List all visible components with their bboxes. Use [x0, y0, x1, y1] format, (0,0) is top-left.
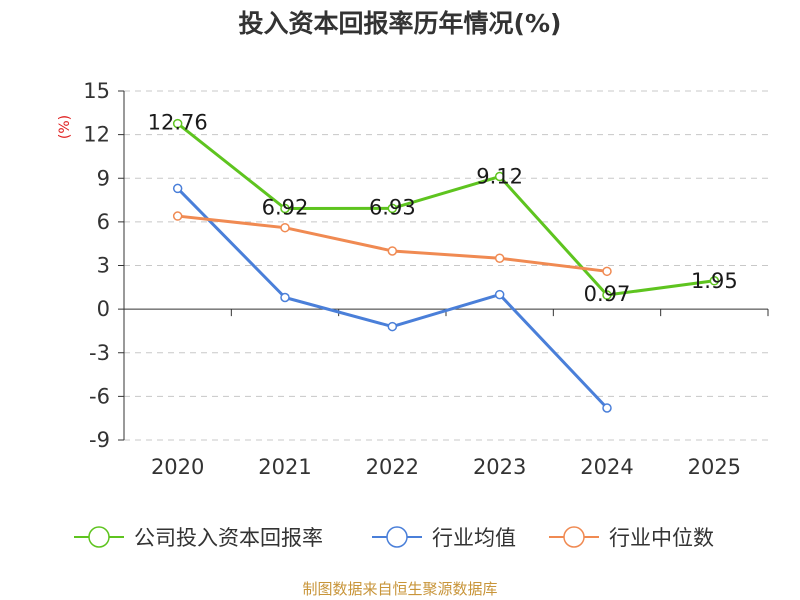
series-point: [494, 253, 505, 263]
y-tick-label: -9: [89, 428, 110, 452]
y-tick-label: 6: [97, 210, 110, 234]
y-tick-label: 15: [83, 79, 110, 103]
series-point: [280, 203, 290, 214]
y-tick-label: 12: [83, 123, 110, 147]
legend-label: 行业均值: [432, 526, 516, 550]
data-label: 1.95: [691, 269, 738, 293]
data-label: 6.93: [369, 195, 416, 219]
data-label: 12.76: [148, 111, 208, 135]
y-tick-label: 3: [97, 254, 110, 278]
legend-marker: [386, 526, 408, 548]
y-tick-label: -6: [89, 384, 110, 408]
series-point: [494, 289, 505, 300]
data-label: 6.92: [262, 195, 309, 219]
series-point: [280, 292, 290, 303]
legend-label: 公司投入资本回报率: [134, 526, 323, 550]
chart-title: 投入资本回报率历年情况(%): [238, 9, 562, 38]
series-point: [602, 403, 612, 413]
series-line: [176, 122, 715, 297]
x-tick-label: 2020: [151, 455, 204, 479]
y-axis-label: (%): [57, 115, 73, 139]
data-label: 9.12: [476, 165, 523, 189]
data-label-layer: 12.76 6.92 6.93 9.12 0.97 1.95: [148, 111, 738, 306]
source-note: 制图数据来自恒生聚源数据库: [302, 580, 498, 598]
y-tick-label: -3: [89, 341, 110, 365]
series-point: [172, 211, 183, 221]
legend-marker: [563, 526, 585, 548]
y-tick-label: 9: [97, 166, 110, 190]
series-point: [387, 203, 398, 214]
series-point: [387, 321, 398, 332]
x-tick-label: 2021: [258, 455, 311, 479]
data-label: 0.97: [584, 282, 631, 306]
series-point: [602, 266, 612, 277]
x-tick-label: 2023: [473, 455, 526, 479]
series-point: [494, 171, 505, 182]
legend-marker: [88, 526, 110, 548]
legend-label: 行业中位数: [609, 526, 714, 550]
legend: 公司投入资本回报率 行业均值 行业中位数: [74, 526, 714, 550]
series-point: [602, 290, 612, 300]
axis-layer: 15 12 9 6 3 0 -3 -6 -9 2020 2021 2022 2023 2024 2025: [83, 79, 769, 479]
x-tick-label: 2024: [580, 455, 633, 479]
series-point: [172, 118, 183, 129]
series-point: [387, 246, 398, 256]
series-point: [172, 183, 183, 194]
x-tick-label: 2025: [688, 455, 741, 479]
grid-layer: [124, 90, 768, 441]
series-layer: [172, 118, 720, 413]
series-point: [709, 276, 720, 286]
series-line: [176, 187, 609, 410]
y-tick-label: 0: [97, 297, 110, 321]
x-tick-label: 2022: [366, 455, 419, 479]
series-point: [280, 222, 290, 233]
